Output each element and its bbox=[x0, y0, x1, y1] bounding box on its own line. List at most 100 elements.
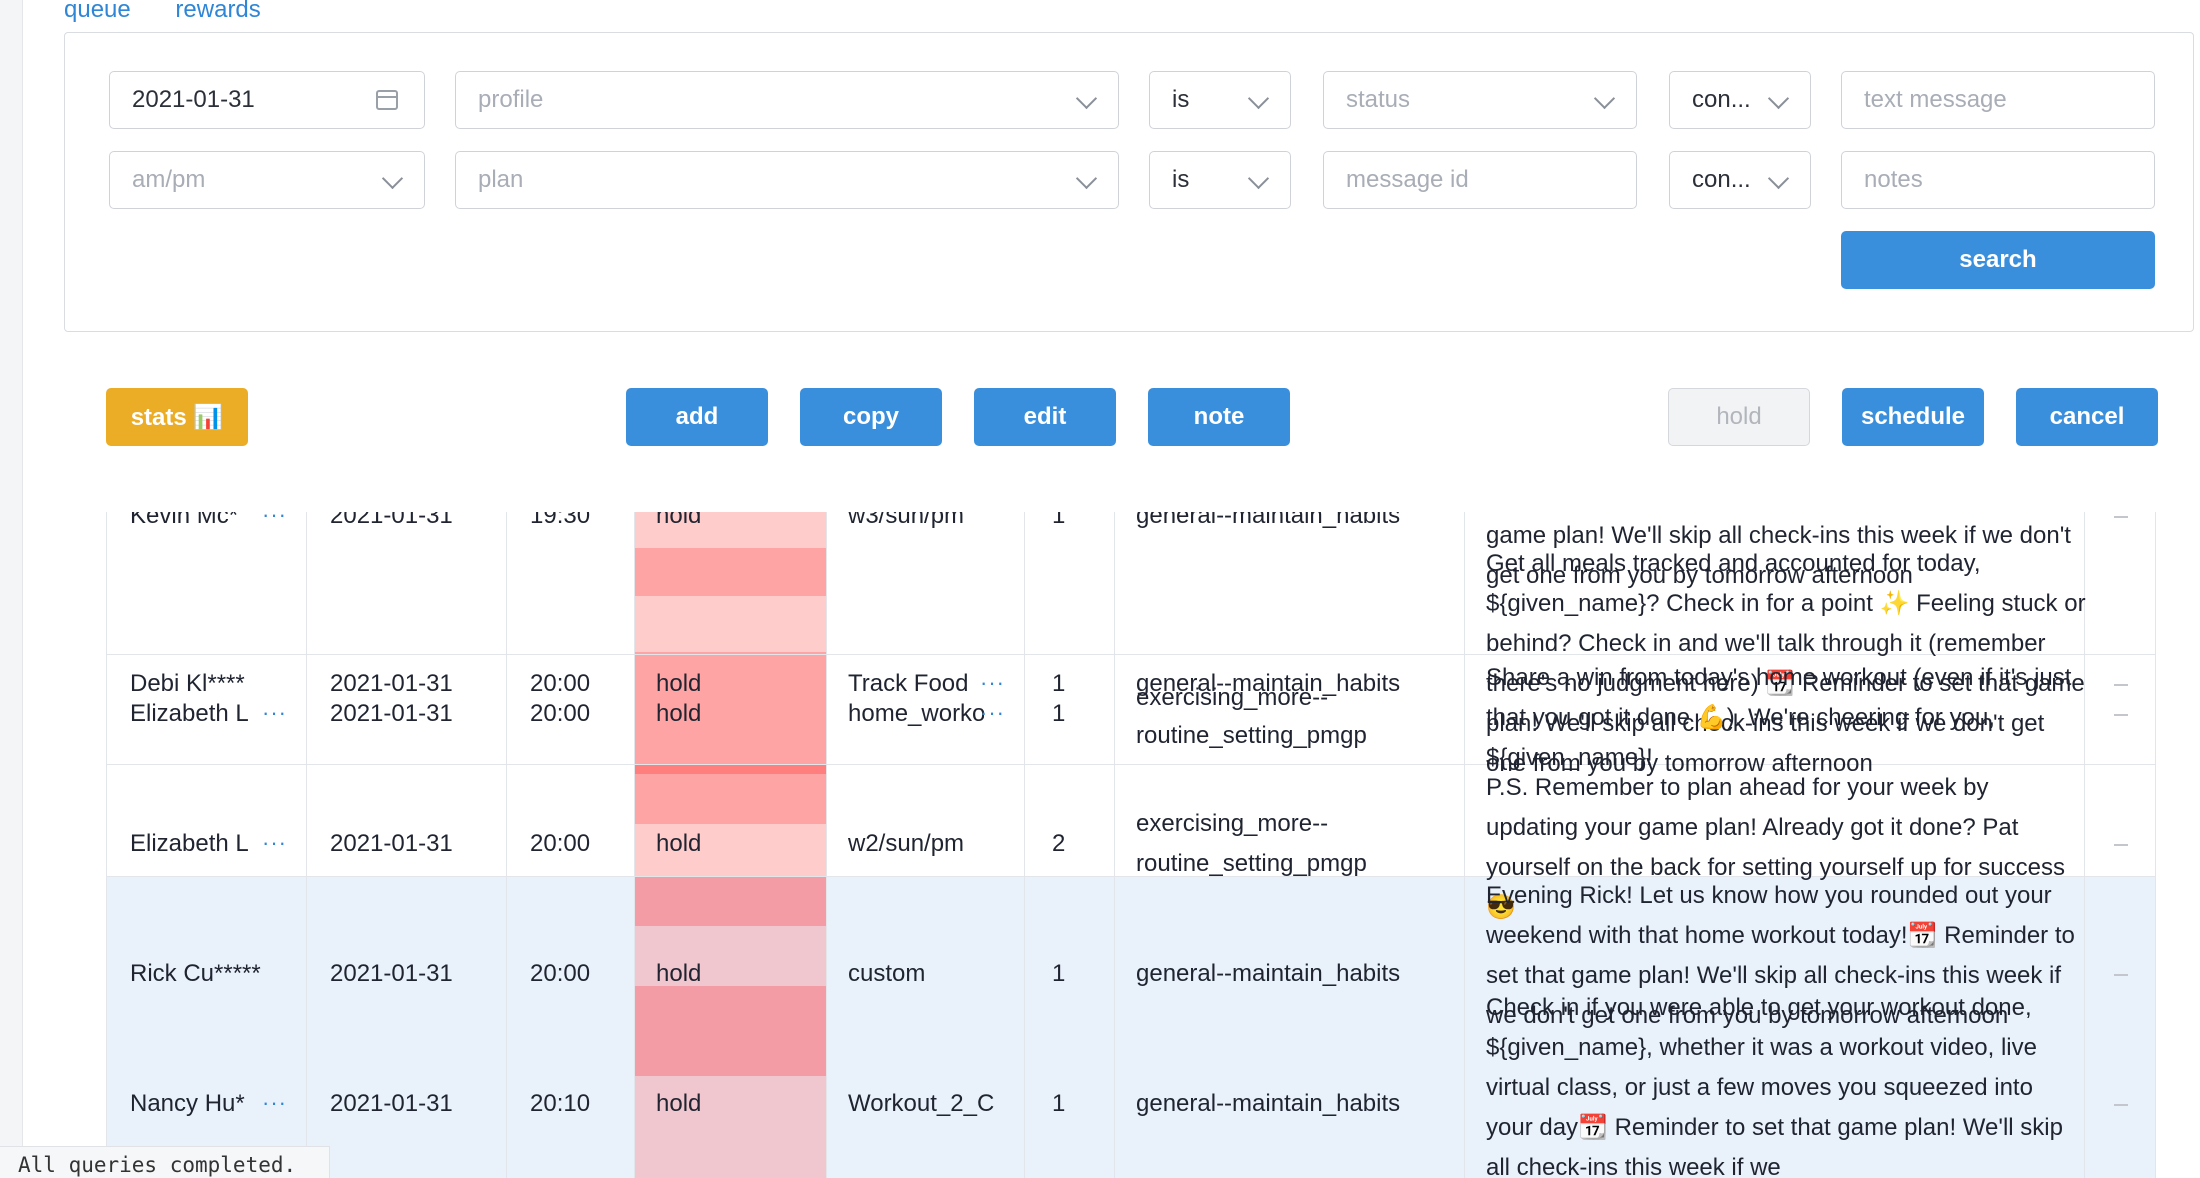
top-nav: queue rewards bbox=[64, 0, 299, 24]
row-type: exercising_more-- bbox=[1136, 684, 1329, 711]
row-type: general--maintain_habits bbox=[1136, 1090, 1401, 1117]
ellipsis-icon[interactable]: ··· bbox=[262, 830, 287, 855]
status-bg bbox=[634, 548, 826, 596]
row-type: general--maintain_habits bbox=[1136, 512, 1401, 529]
date-picker[interactable]: 2021-01-31 bbox=[109, 71, 425, 129]
ellipsis-icon[interactable]: ··· bbox=[262, 700, 287, 725]
ellipsis-icon[interactable]: ··· bbox=[262, 1090, 287, 1115]
status-bg bbox=[634, 596, 826, 652]
row-name: Elizabeth L bbox=[130, 700, 249, 727]
row-status: hold bbox=[656, 1090, 702, 1117]
message-text: Share a win from today's home workout (e… bbox=[1486, 664, 2072, 771]
message-id-input[interactable]: message id bbox=[1323, 151, 1637, 209]
message-text: P.S. Remember to plan ahead for your wee… bbox=[1486, 774, 2065, 921]
date-value: 2021-01-31 bbox=[132, 86, 255, 113]
row-status: hold bbox=[656, 700, 702, 727]
add-button[interactable]: add bbox=[626, 388, 768, 446]
row-status: hold bbox=[656, 960, 702, 987]
stats-button[interactable]: stats 📊 bbox=[106, 388, 248, 446]
operator-select-1[interactable]: is bbox=[1149, 71, 1291, 129]
row-type-line2: routine_setting_pmgp bbox=[1136, 722, 1367, 749]
row-type: exercising_more-- bbox=[1136, 810, 1329, 837]
row-plan: Workout_2_C bbox=[848, 1090, 995, 1117]
row-count: 1 bbox=[1052, 700, 1066, 727]
hold-button[interactable]: hold bbox=[1668, 388, 1810, 446]
row-date: 2021-01-31 bbox=[330, 512, 453, 529]
message-text: Check in if you were able to get your wo… bbox=[1486, 994, 2063, 1178]
message-text: Evening Rick! Let us know how you rounde… bbox=[1486, 882, 2075, 1029]
status-bg bbox=[634, 926, 826, 986]
text-message-placeholder: text message bbox=[1864, 86, 2007, 113]
status-bg bbox=[634, 512, 826, 548]
ellipsis-icon[interactable]: ··· bbox=[980, 670, 1005, 695]
cancel-button[interactable]: cancel bbox=[2016, 388, 2158, 446]
chevron-down-icon bbox=[1767, 87, 1790, 110]
row-name: Debi Kl**** bbox=[130, 670, 245, 697]
ampm-placeholder: am/pm bbox=[132, 166, 206, 193]
row-date: 2021-01-31 bbox=[330, 700, 453, 727]
operator-value-2: is bbox=[1172, 166, 1190, 193]
status-bg bbox=[634, 1076, 826, 1178]
profile-select[interactable]: profile bbox=[455, 71, 1119, 129]
condition-select-1[interactable]: con... bbox=[1669, 71, 1811, 129]
chevron-down-icon bbox=[1593, 87, 1616, 110]
status-bg bbox=[634, 774, 826, 824]
row-status: hold bbox=[656, 670, 702, 697]
row-time: 19:30 bbox=[530, 512, 591, 529]
chevron-down-icon bbox=[1247, 87, 1270, 110]
status-bg bbox=[634, 824, 826, 876]
row-name: Nancy Hu* bbox=[130, 1090, 245, 1117]
row-plan: w2/sun/pm bbox=[848, 830, 965, 857]
status-bg bbox=[634, 652, 826, 764]
chevron-down-icon bbox=[1075, 167, 1098, 190]
message-text: Get all meals tracked and accounted for … bbox=[1486, 550, 2086, 777]
row-count: 1 bbox=[1052, 670, 1066, 697]
status-bg bbox=[634, 764, 826, 774]
copy-button[interactable]: copy bbox=[800, 388, 942, 446]
profile-placeholder: profile bbox=[478, 86, 544, 113]
row-plan: w3/sun/pm bbox=[848, 512, 965, 529]
row-time: 20:00 bbox=[530, 830, 591, 857]
condition-select-2[interactable]: con... bbox=[1669, 151, 1811, 209]
row-plan: Track Food bbox=[848, 670, 969, 697]
text-message-input[interactable]: text message bbox=[1841, 71, 2155, 129]
row-date: 2021-01-31 bbox=[330, 1090, 453, 1117]
ampm-select[interactable]: am/pm bbox=[109, 151, 425, 209]
row-count: 1 bbox=[1052, 512, 1066, 529]
status-bg bbox=[634, 986, 826, 1076]
calendar-icon bbox=[376, 90, 398, 110]
row-date: 2021-01-31 bbox=[330, 830, 453, 857]
ellipsis-icon[interactable]: ··· bbox=[262, 512, 287, 527]
row-name: Elizabeth L bbox=[130, 830, 249, 857]
edit-button[interactable]: edit bbox=[974, 388, 1116, 446]
operator-value-1: is bbox=[1172, 86, 1190, 113]
chevron-down-icon bbox=[1075, 87, 1098, 110]
row-time: 20:00 bbox=[530, 960, 591, 987]
chevron-down-icon bbox=[1247, 167, 1270, 190]
notes-placeholder: notes bbox=[1864, 166, 1923, 193]
condition-value-1: con... bbox=[1692, 86, 1751, 113]
row-count: 1 bbox=[1052, 1090, 1066, 1117]
schedule-button[interactable]: schedule bbox=[1842, 388, 1984, 446]
row-count: 2 bbox=[1052, 830, 1066, 857]
row-time: 20:00 bbox=[530, 670, 591, 697]
nav-queue-link[interactable]: queue bbox=[64, 0, 131, 23]
chevron-down-icon bbox=[1767, 167, 1790, 190]
status-placeholder: status bbox=[1346, 86, 1411, 113]
row-count: 1 bbox=[1052, 960, 1066, 987]
row-type: general--maintain_habits bbox=[1136, 960, 1401, 987]
chevron-down-icon bbox=[381, 167, 404, 190]
plan-select[interactable]: plan bbox=[455, 151, 1119, 209]
status-bg bbox=[634, 876, 826, 926]
operator-select-2[interactable]: is bbox=[1149, 151, 1291, 209]
nav-rewards-link[interactable]: rewards bbox=[175, 0, 261, 23]
note-button[interactable]: note bbox=[1148, 388, 1290, 446]
message-text: game plan! We'll skip all check-ins this… bbox=[1486, 522, 2071, 589]
search-button[interactable]: search bbox=[1841, 231, 2155, 289]
queue-table: Kevin Mc* ··· 2021-01-31 19:30 hold w3/s… bbox=[106, 512, 2156, 1178]
status-select[interactable]: status bbox=[1323, 71, 1637, 129]
ellipsis-icon[interactable]: ··· bbox=[980, 700, 1005, 725]
left-sidebar-edge bbox=[0, 0, 23, 1178]
notes-input[interactable]: notes bbox=[1841, 151, 2155, 209]
row-name: Kevin Mc* bbox=[130, 512, 239, 529]
